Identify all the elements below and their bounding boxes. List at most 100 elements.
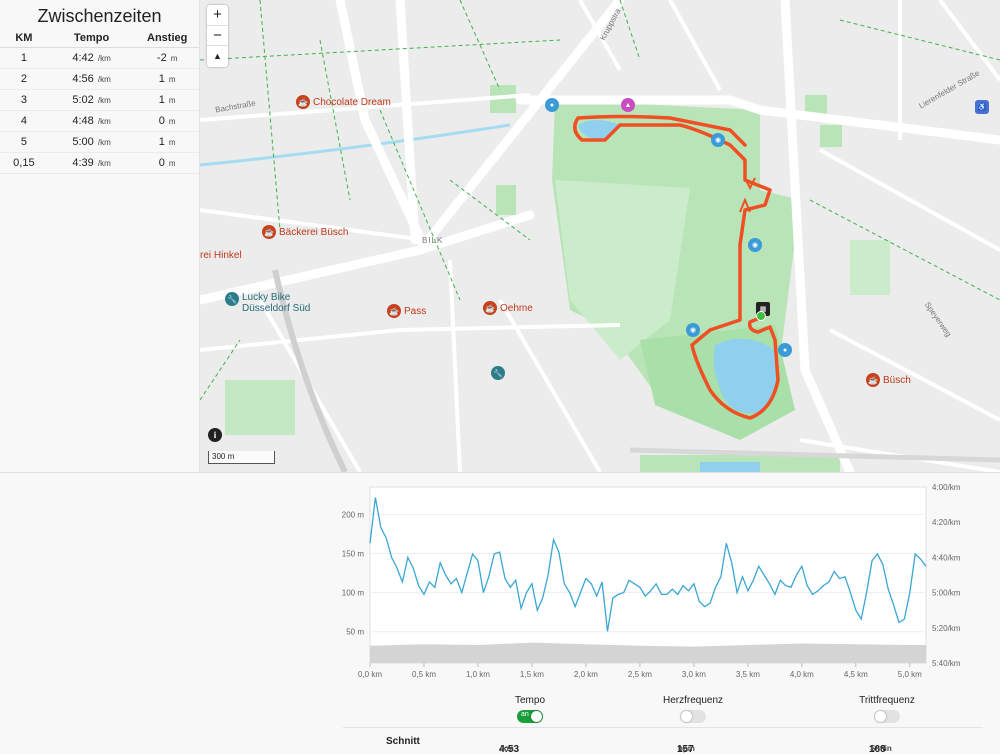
left-tick-label: 200 m	[342, 510, 365, 519]
tempo-toggle[interactable]: an	[517, 710, 543, 723]
split-tempo-unit: /km	[97, 54, 111, 63]
split-anstieg-unit: m	[168, 117, 176, 126]
split-km: 1	[20, 52, 27, 64]
scale-bar: 300 m	[208, 451, 275, 464]
poi-chocolate-dream[interactable]: ☕ Chocolate Dream	[296, 95, 391, 109]
legend-herzfrequenz: Herzfrequenz	[633, 695, 753, 723]
trittfrequenz-toggle[interactable]	[874, 710, 900, 723]
split-tempo-value: 4:42	[72, 52, 94, 64]
legend-trittfrequenz: Trittfrequenz	[827, 695, 947, 723]
right-tick-label: 5:00/km	[932, 589, 961, 598]
split-tempo-value: 4:39	[72, 157, 94, 169]
toggle-on-label: an	[521, 711, 529, 718]
camera-icon[interactable]: ◉	[686, 323, 700, 337]
split-anstieg-value: 1	[158, 73, 165, 85]
averages-label: Schnitt	[386, 736, 420, 747]
poi-pass[interactable]: ☕ Pass	[387, 304, 426, 318]
split-anstieg: 1 m	[135, 136, 199, 148]
plot-area	[369, 486, 927, 664]
x-tick-label: 2,0 km	[574, 670, 598, 679]
split-row: 5 5:00 /km 1 m	[0, 132, 199, 153]
poi-buesch[interactable]: ☕ Büsch	[866, 373, 911, 387]
split-km: 2	[20, 73, 27, 85]
avg-tritt-unit: S/min	[870, 744, 892, 753]
railway	[629, 447, 1000, 463]
split-tempo: 4:42 /km	[48, 52, 136, 64]
cafe-icon: ☕	[262, 225, 276, 239]
split-tempo-unit: /km	[97, 159, 111, 168]
info-icon[interactable]: i	[208, 428, 222, 442]
pace-line	[369, 497, 927, 632]
x-tick-label: 1,0 km	[466, 670, 490, 679]
right-tick-label: 5:40/km	[932, 659, 961, 668]
header-anstieg: Anstieg	[147, 31, 188, 44]
lake-south	[713, 338, 779, 414]
split-anstieg-value: 0	[158, 157, 165, 169]
split-anstieg-unit: m	[168, 96, 176, 105]
split-tempo: 4:56 /km	[48, 73, 136, 85]
poi-baeckerei-buesch[interactable]: ☕ Bäckerei Büsch	[262, 225, 348, 239]
poi-lucky-bike[interactable]: 🔧 Lucky Bike Düsseldorf Süd	[225, 292, 310, 314]
header-tempo: Tempo	[73, 31, 110, 44]
right-tick-label: 4:20/km	[932, 518, 961, 527]
split-tempo-unit: /km	[97, 117, 111, 126]
route-line	[573, 114, 780, 420]
poi-label-2: Düsseldorf Süd	[242, 303, 311, 314]
park-patch	[496, 185, 516, 215]
water-drop-icon[interactable]: ●	[545, 98, 559, 112]
right-tick-label: 4:00/km	[932, 483, 961, 492]
avg-tritt-value: 168	[869, 744, 886, 755]
poi-label: Bäckerei Büsch	[279, 226, 349, 238]
split-tempo-unit: /km	[97, 96, 111, 105]
compass-button[interactable]: ▲	[213, 51, 222, 62]
header-km: KM	[15, 31, 33, 44]
zoom-in-button[interactable]: +	[207, 5, 228, 26]
chart-panel: 200 m 150 m 100 m 50 m 4:00/km 4:20/km 4:40/km…	[0, 472, 1000, 755]
water-drop-icon[interactable]: ●	[778, 343, 792, 357]
split-anstieg-value: -2	[156, 52, 167, 64]
cafe-icon: ☕	[296, 95, 310, 109]
cafe-icon: ☕	[483, 301, 497, 315]
avg-tempo-value: 4:53	[499, 744, 520, 755]
split-tempo: 5:02 /km	[48, 94, 136, 106]
split-km: 0,15	[13, 157, 35, 169]
poi-label: Lucky Bike	[242, 292, 291, 303]
camera-icon[interactable]: ◉	[711, 133, 725, 147]
canal	[200, 123, 511, 167]
split-tempo-value: 5:00	[72, 136, 94, 148]
pace-elevation-chart: 200 m 150 m 100 m 50 m 4:00/km 4:20/km 4:40/km…	[342, 483, 961, 679]
left-tick-label: 50 m	[346, 628, 364, 637]
start-marker-icon[interactable]	[756, 311, 766, 321]
accessibility-icon[interactable]: ♿	[975, 100, 989, 114]
split-anstieg-unit: m	[170, 54, 178, 63]
cafe-icon: ☕	[866, 373, 880, 387]
splits-title: Zwischenzeiten	[37, 6, 162, 26]
route-map[interactable]: + − ▲ Bachstraße Kruppstra BILK Lierenfe…	[200, 0, 1000, 472]
split-tempo-unit: /km	[97, 138, 111, 147]
left-tick-label: 150 m	[342, 549, 365, 558]
split-tempo: 4:48 /km	[48, 115, 136, 127]
poi-oehme[interactable]: ☕ Oehme	[483, 301, 533, 315]
split-anstieg: 0 m	[135, 115, 199, 127]
split-tempo-value: 4:48	[72, 115, 94, 127]
park-patch	[850, 240, 890, 295]
split-row: 4 4:48 /km 0 m	[0, 111, 199, 132]
legend-tempo-label: Tempo	[514, 695, 545, 706]
poi-bike-repair[interactable]: 🔧	[491, 366, 508, 380]
x-tick-label: 4,0 km	[790, 670, 814, 679]
monument-icon[interactable]: ▲	[621, 98, 635, 112]
park-patch	[805, 95, 827, 115]
zoom-control: + − ▲	[207, 5, 228, 67]
split-row: 1 4:42 /km -2 m	[0, 48, 199, 69]
camera-icon[interactable]: ◉	[748, 238, 762, 252]
route-arrow	[739, 197, 751, 213]
split-tempo: 4:39 /km	[48, 157, 136, 169]
poi-label: Oehme	[500, 302, 533, 314]
poi-label: rei Hinkel	[200, 250, 242, 261]
split-row: 3 5:02 /km 1 m	[0, 90, 199, 111]
poi-hinkel[interactable]: rei Hinkel	[200, 250, 242, 261]
herzfrequenz-toggle[interactable]	[680, 710, 706, 723]
splits-panel: Zwischenzeiten KM Tempo Anstieg 1 4:42 /k…	[0, 0, 200, 472]
zoom-out-button[interactable]: −	[207, 26, 228, 47]
x-tick-label: 0,0 km	[358, 670, 382, 679]
